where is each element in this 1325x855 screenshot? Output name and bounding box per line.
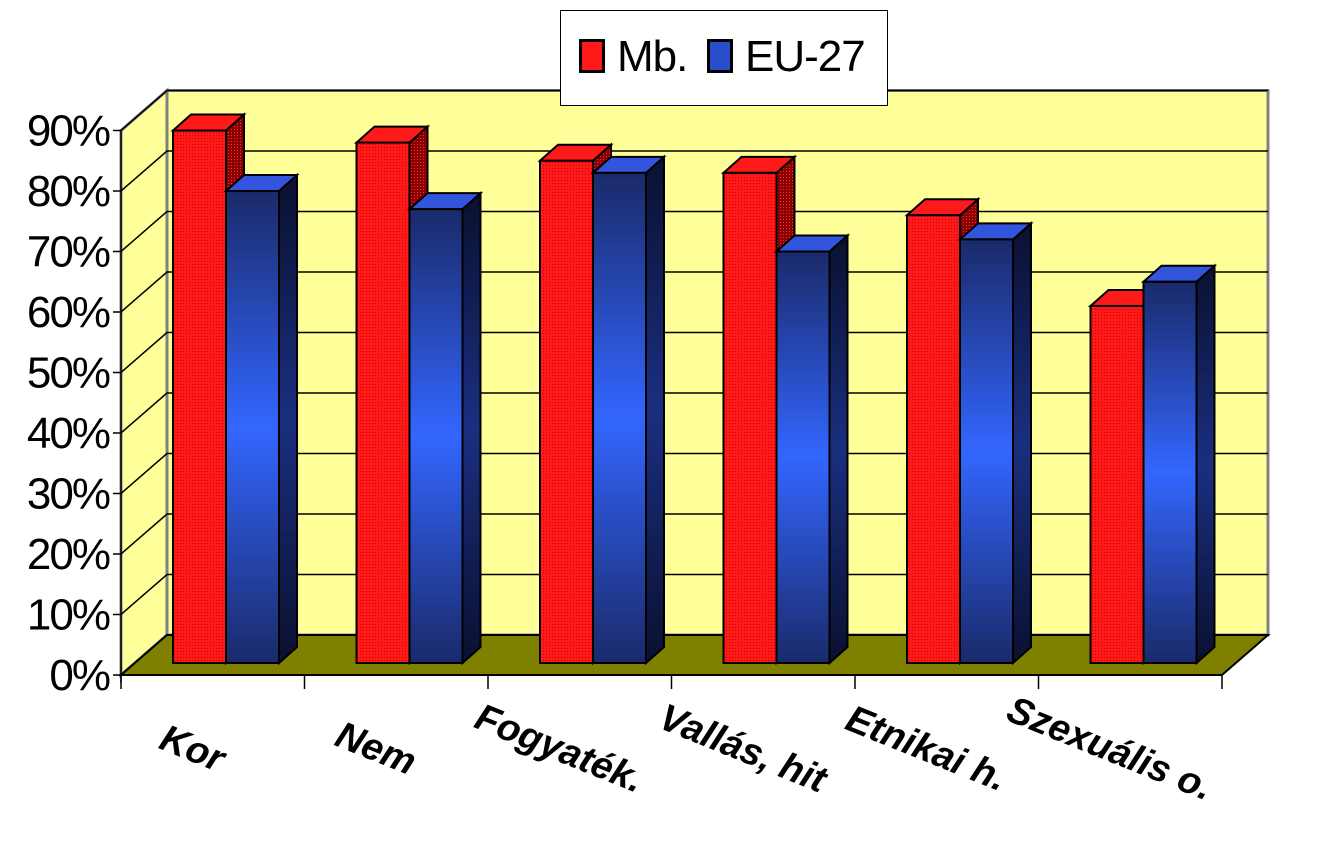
bar-mb: [1089, 304, 1145, 664]
bar-eu27: [225, 190, 280, 664]
gridline: [120, 392, 1268, 434]
bar-mb: [539, 159, 594, 664]
y-tick-label: 40%: [27, 409, 110, 458]
bar-mb: [906, 214, 961, 664]
bar-eu27: [1142, 280, 1198, 664]
bar-mb: [722, 171, 778, 664]
x-tick-label: Etnikai h.: [840, 698, 1012, 800]
bar-eu27: [408, 208, 464, 664]
x-tick-label: Kor: [154, 717, 232, 781]
y-tick-label: 80%: [27, 167, 110, 216]
x-tick-label: Nem: [330, 714, 422, 784]
bar-mb: [355, 141, 411, 665]
gridline: [120, 271, 1268, 313]
legend-label-eu27: EU-27: [745, 32, 866, 81]
bar-eu27-side: [278, 172, 298, 666]
x-tick-label: Vallás, hit: [653, 696, 833, 801]
bar-mb: [172, 129, 227, 664]
bar-eu27-side: [461, 190, 482, 666]
bar-eu27-side: [1195, 263, 1216, 666]
y-tick-label: 70%: [27, 228, 110, 277]
gridline: [120, 210, 1268, 253]
legend-swatch-mb: [579, 39, 605, 73]
legend: Mb. EU-27: [560, 10, 888, 106]
gridline: [120, 452, 1268, 495]
y-tick-label: 30%: [27, 470, 110, 519]
x-tick-label: Fogyaték.: [469, 696, 649, 801]
gridline: [120, 89, 1268, 132]
gridline: [120, 513, 1268, 555]
side-wall: [119, 87, 169, 679]
y-tick-label: 50%: [27, 349, 110, 398]
bar-eu27: [959, 238, 1014, 664]
y-tick-label: 60%: [27, 288, 110, 337]
y-tick-label: 90%: [27, 107, 110, 156]
bar-eu27: [775, 250, 831, 664]
legend-swatch-eu27: [707, 39, 733, 73]
bar-eu27: [592, 171, 647, 664]
bar-eu27-side: [1012, 221, 1032, 666]
y-tick-label: 10%: [27, 591, 110, 640]
gridline: [120, 331, 1268, 374]
bar-eu27-side: [828, 233, 849, 666]
bar-eu27-side: [645, 154, 665, 666]
y-tick-label: 20%: [27, 530, 110, 579]
gridline: [120, 573, 1268, 616]
gridline: [120, 150, 1268, 192]
legend-label-mb: Mb.: [617, 32, 688, 81]
x-tick-label: Szexuális o.: [1001, 689, 1218, 809]
y-tick-label: 0%: [49, 651, 109, 700]
